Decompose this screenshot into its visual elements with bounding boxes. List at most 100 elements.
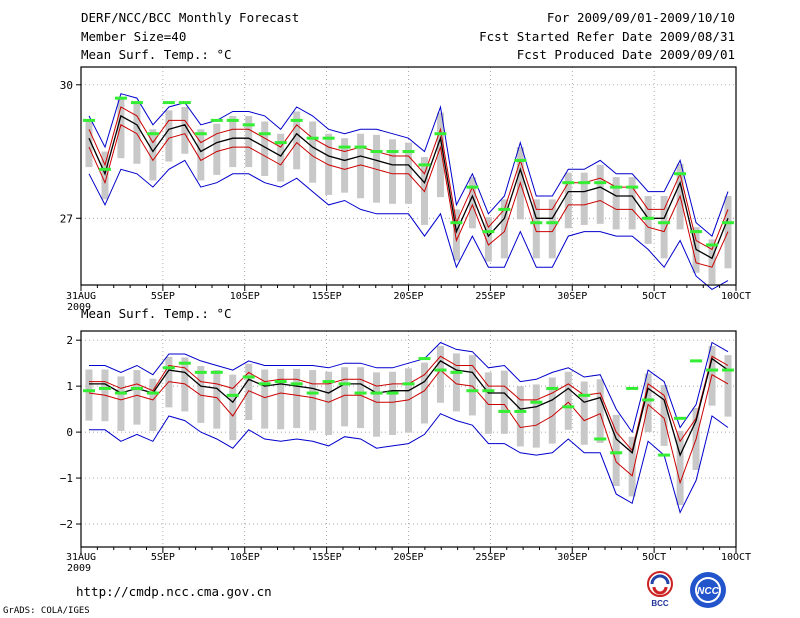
spread-box (660, 385, 668, 446)
spread-box (341, 138, 349, 193)
spread-box (309, 370, 317, 431)
x-year-label: 2009 (67, 302, 91, 313)
spread-box (245, 115, 253, 168)
spread-box (341, 367, 349, 427)
spread-box (548, 377, 556, 444)
spread-box (596, 379, 604, 444)
spread-box (468, 355, 476, 416)
spread-box (405, 142, 412, 204)
series-line-min (89, 413, 729, 514)
series-line-mean (89, 357, 729, 457)
spread-box (245, 363, 253, 421)
spread-box (532, 199, 540, 259)
spread-box (548, 199, 556, 259)
spread-box (261, 121, 269, 176)
forecast-produced-date: Fcst Produced Date 2009/09/01 (516, 47, 735, 62)
bcc-logo: BCC (647, 571, 673, 608)
spread-box (436, 112, 444, 198)
panel-title: Mean Surf. Temp.: °C (81, 306, 232, 321)
spread-box (181, 107, 189, 154)
x-tick-label: 30SEP (557, 291, 587, 302)
spread-box (277, 133, 285, 182)
spread-box (532, 384, 540, 448)
x-tick-label: 10OCT (721, 552, 751, 563)
spread-box (117, 376, 125, 431)
x-year-label: 2009 (67, 563, 91, 574)
series-line-lower (88, 369, 729, 485)
x-tick-label: 5OCT (642, 552, 666, 563)
spread-box (628, 177, 636, 230)
spread-box (133, 370, 141, 425)
spread-box (165, 110, 173, 162)
x-tick-label: 30SEP (557, 552, 587, 563)
spread-box (596, 164, 604, 224)
spread-box (484, 217, 492, 262)
spread-box (484, 372, 492, 434)
spread-box (580, 172, 588, 225)
spread-box (85, 119, 93, 168)
spread-box (516, 386, 524, 447)
x-tick-label: 31AUG (66, 291, 96, 302)
spread-box (612, 177, 620, 230)
spread-box (229, 374, 237, 441)
spread-box (325, 371, 333, 435)
x-tick-label: 5SEP (151, 291, 175, 302)
spread-box (197, 366, 205, 423)
y-tick-label: 0 (66, 426, 73, 439)
forecast-period: For 2009/09/01-2009/10/10 (546, 10, 735, 25)
spread-box (436, 345, 444, 403)
spread-box (612, 414, 620, 487)
spread-box (373, 134, 381, 203)
series-line-mean (88, 114, 729, 260)
spread-box (500, 199, 508, 259)
spread-box (676, 430, 684, 506)
y-tick-label: 1 (66, 380, 73, 393)
spread-box (500, 370, 508, 434)
forecast-started-date: Fcst Started Refer Date 2009/08/31 (479, 29, 735, 44)
y-tick-label: 27 (60, 212, 73, 225)
spread-box (644, 373, 652, 433)
spread-box (564, 172, 572, 229)
source-url[interactable]: http://cmdp.ncc.cma.gov.cn (76, 584, 272, 599)
series-line-lower (88, 124, 729, 268)
x-tick-label: 15SEP (312, 552, 342, 563)
x-tick-label: 5SEP (151, 552, 175, 563)
chart-title: DERF/NCC/BCC Monthly Forecast (81, 10, 300, 25)
spread-box (564, 371, 572, 430)
spread-box (197, 129, 205, 181)
x-tick-label: 10OCT (721, 291, 751, 302)
spread-box (580, 381, 588, 445)
series-line-min (88, 159, 729, 291)
series-line-max (89, 341, 729, 434)
spread-box (644, 196, 652, 244)
y-tick-label: −2 (60, 518, 73, 531)
spread-box (213, 123, 221, 175)
spread-box (628, 436, 636, 497)
spread-box (389, 371, 397, 435)
x-tick-label: 5OCT (642, 291, 666, 302)
spread-box (85, 369, 93, 421)
spread-box (660, 196, 668, 259)
x-tick-label: 10SEP (230, 291, 260, 302)
spread-box (117, 97, 125, 159)
spread-box (101, 151, 109, 200)
spread-box (277, 368, 285, 430)
spread-box (293, 368, 301, 429)
grads-credit: GrADS: COLA/IGES (3, 606, 90, 616)
spread-box (452, 209, 460, 261)
spread-box (724, 355, 732, 417)
ncc-logo-text: NCC (697, 586, 719, 597)
spread-box (420, 362, 428, 424)
x-tick-label: 10SEP (230, 552, 260, 563)
x-tick-label: 15SEP (312, 291, 342, 302)
member-size-label: Member Size=40 (81, 29, 187, 44)
spread-box (357, 367, 365, 429)
spread-box (309, 121, 317, 183)
spread-box (468, 177, 476, 229)
x-tick-label: 20SEP (393, 291, 423, 302)
x-tick-label: 25SEP (475, 291, 505, 302)
bcc-logo-text: BCC (651, 599, 669, 608)
spread-box (149, 378, 157, 431)
logos: BCC NCC (647, 571, 726, 608)
